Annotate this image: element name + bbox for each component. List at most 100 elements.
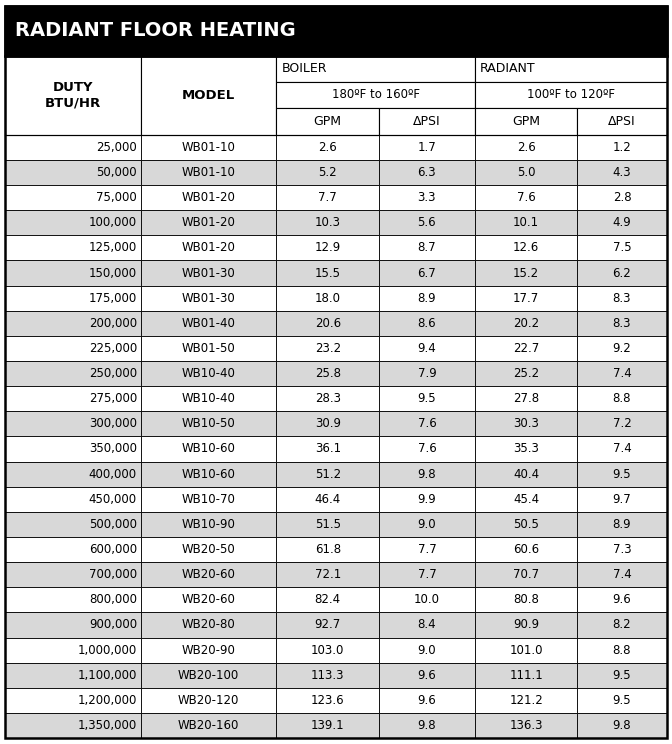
Text: 136.3: 136.3	[509, 719, 543, 732]
Text: 30.3: 30.3	[513, 417, 539, 430]
Text: 40.4: 40.4	[513, 468, 539, 481]
Text: 7.9: 7.9	[417, 367, 436, 380]
Text: 139.1: 139.1	[311, 719, 345, 732]
Text: 3.3: 3.3	[418, 191, 436, 204]
Bar	[141, 713, 276, 738]
Text: 10.1: 10.1	[513, 217, 539, 229]
Text: 113.3: 113.3	[311, 669, 345, 682]
Bar	[475, 562, 577, 587]
Bar	[276, 336, 379, 361]
Bar	[379, 260, 475, 286]
Text: 9.8: 9.8	[417, 468, 436, 481]
Bar	[5, 411, 141, 437]
Bar	[276, 286, 379, 311]
Bar	[141, 135, 276, 160]
Bar	[276, 82, 475, 108]
Bar	[577, 135, 667, 160]
Bar	[475, 185, 577, 211]
Bar	[577, 587, 667, 612]
Bar	[141, 512, 276, 537]
Text: 25,000: 25,000	[96, 141, 137, 154]
Bar	[379, 160, 475, 185]
Text: 9.5: 9.5	[613, 669, 631, 682]
Bar	[276, 56, 475, 82]
Bar	[577, 108, 667, 135]
Text: WB10-60: WB10-60	[181, 468, 236, 481]
Bar	[379, 311, 475, 336]
Text: 7.4: 7.4	[613, 568, 632, 581]
Bar	[5, 461, 141, 487]
Text: WB10-90: WB10-90	[181, 518, 236, 531]
Bar	[475, 160, 577, 185]
Bar	[577, 336, 667, 361]
Bar	[141, 185, 276, 211]
Text: WB01-30: WB01-30	[182, 292, 236, 305]
Text: 5.6: 5.6	[417, 217, 436, 229]
Bar	[141, 537, 276, 562]
Bar	[276, 487, 379, 512]
Bar	[577, 537, 667, 562]
Text: 9.8: 9.8	[417, 719, 436, 732]
Text: 300,000: 300,000	[89, 417, 137, 430]
Text: 800,000: 800,000	[89, 593, 137, 606]
Text: WB10-40: WB10-40	[181, 367, 236, 380]
Text: WB10-40: WB10-40	[181, 392, 236, 405]
Text: 121.2: 121.2	[509, 694, 543, 707]
Text: 90.9: 90.9	[513, 618, 539, 632]
Text: WB01-20: WB01-20	[181, 241, 236, 254]
Bar	[141, 612, 276, 638]
Text: WB01-50: WB01-50	[182, 342, 236, 355]
Text: WB10-60: WB10-60	[181, 443, 236, 455]
Text: 51.5: 51.5	[314, 518, 341, 531]
Bar	[141, 260, 276, 286]
Bar	[141, 336, 276, 361]
Text: 7.2: 7.2	[613, 417, 632, 430]
Text: WB01-20: WB01-20	[181, 217, 236, 229]
Bar	[141, 386, 276, 411]
Bar	[379, 386, 475, 411]
Bar	[276, 361, 379, 386]
Text: 9.6: 9.6	[613, 593, 632, 606]
Text: 6.3: 6.3	[417, 166, 436, 179]
Text: 400,000: 400,000	[89, 468, 137, 481]
Text: 30.9: 30.9	[314, 417, 341, 430]
Text: 7.6: 7.6	[417, 443, 436, 455]
Bar	[276, 512, 379, 537]
Text: RADIANT: RADIANT	[480, 62, 536, 75]
Bar	[475, 386, 577, 411]
Text: 60.6: 60.6	[513, 543, 539, 556]
Text: MODEL: MODEL	[182, 89, 235, 102]
Text: 1,200,000: 1,200,000	[77, 694, 137, 707]
Bar	[475, 663, 577, 687]
Text: 92.7: 92.7	[314, 618, 341, 632]
Text: 8.7: 8.7	[417, 241, 436, 254]
Text: 7.6: 7.6	[517, 191, 536, 204]
Text: 17.7: 17.7	[513, 292, 539, 305]
Text: 7.7: 7.7	[417, 568, 436, 581]
Bar	[379, 587, 475, 612]
Bar	[5, 663, 141, 687]
Bar	[577, 663, 667, 687]
Bar	[141, 56, 276, 135]
Text: 1.2: 1.2	[613, 141, 632, 154]
Bar	[475, 537, 577, 562]
Text: 28.3: 28.3	[314, 392, 341, 405]
Text: 6.2: 6.2	[613, 266, 632, 280]
Text: 9.4: 9.4	[417, 342, 436, 355]
Bar	[141, 160, 276, 185]
Text: 9.2: 9.2	[613, 342, 632, 355]
Bar	[141, 361, 276, 386]
Bar	[5, 638, 141, 663]
Bar	[276, 713, 379, 738]
Bar	[141, 211, 276, 235]
Text: 45.4: 45.4	[513, 493, 539, 506]
Text: 8.2: 8.2	[613, 618, 631, 632]
Text: 2.6: 2.6	[517, 141, 536, 154]
Bar	[5, 587, 141, 612]
Bar	[276, 185, 379, 211]
Bar	[475, 311, 577, 336]
Text: GPM: GPM	[314, 115, 342, 128]
Text: 103.0: 103.0	[311, 644, 345, 656]
Text: 7.6: 7.6	[417, 417, 436, 430]
Text: 8.6: 8.6	[417, 317, 436, 330]
